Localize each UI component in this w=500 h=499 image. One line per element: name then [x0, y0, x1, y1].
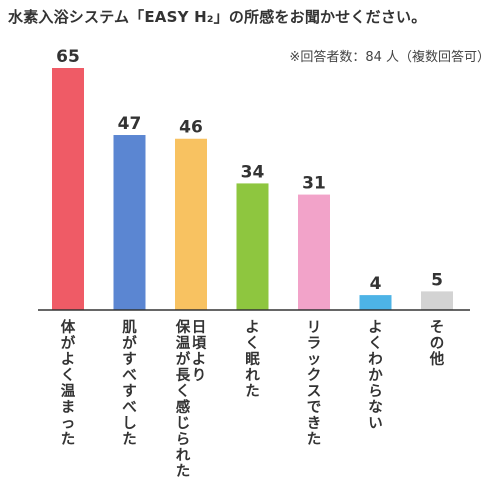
bars-layer — [52, 68, 453, 310]
chart-title: 水素入浴システム「EASY H₂」の所感をお聞かせください。 — [8, 8, 427, 26]
category-label-char: い — [368, 416, 383, 432]
category-label-char: ら — [368, 383, 383, 400]
bar-value-label-5: 31 — [302, 174, 326, 194]
category-label-char: よ — [368, 319, 383, 336]
category-label-char: そ — [430, 320, 445, 336]
category-label-char: ら — [176, 431, 191, 448]
category-label-char: た — [122, 431, 137, 448]
category-label-char: か — [368, 367, 383, 384]
category-label-char: 眠 — [245, 351, 260, 368]
bar-3 — [175, 138, 207, 310]
category-label-char: じ — [176, 415, 191, 432]
chart-subtitle: ※回答者数：84 人（複数回答可） — [289, 50, 490, 65]
category-label-char: よ — [245, 319, 260, 336]
category-label-char: 日 — [192, 319, 207, 336]
category-label-char: れ — [245, 367, 260, 384]
category-label-char: の — [430, 336, 445, 352]
category-label-char: よ — [192, 351, 207, 368]
category-label-char: ま — [61, 399, 76, 416]
category-label-char: 頃 — [192, 335, 207, 352]
category-label-char: 温 — [61, 383, 76, 400]
category-label-char: が — [122, 334, 137, 352]
bar-4 — [236, 183, 269, 310]
category-label-char: た — [245, 383, 260, 400]
category-label-char: す — [122, 351, 137, 368]
category-label-char: 肌 — [122, 319, 137, 336]
category-label-7: その他 — [429, 320, 445, 368]
category-label-char: く — [245, 335, 260, 352]
category-label-char: 長 — [176, 367, 191, 384]
category-label-char: が — [61, 334, 76, 352]
category-label-char: 温 — [176, 335, 191, 352]
category-label-char: ス — [307, 384, 322, 400]
bar-value-label-6: 4 — [370, 274, 382, 294]
category-label-char: 体 — [61, 318, 76, 336]
category-label-char: た — [307, 431, 322, 448]
category-label-char: が — [176, 350, 191, 368]
category-label-char: す — [122, 383, 137, 400]
category-label-char: わ — [368, 351, 383, 368]
bar-value-label-2: 47 — [118, 114, 142, 134]
category-label-char: ク — [307, 367, 322, 384]
bar-value-label-1: 65 — [56, 47, 80, 67]
category-label-char: り — [192, 367, 207, 384]
category-label-char: で — [307, 400, 322, 416]
category-label-char: 感 — [176, 398, 191, 416]
bar-2 — [113, 135, 146, 310]
category-label-char: た — [61, 431, 76, 448]
bar-value-label-4: 34 — [241, 162, 265, 182]
category-labels-layer: 65体がよく温まった47肌がすべすべした46日頃より保温が長く感じられた34よく… — [56, 47, 445, 480]
category-label-char: れ — [176, 447, 191, 464]
category-label-char: っ — [61, 416, 76, 432]
category-label-char: ラ — [307, 336, 322, 352]
category-label-char: た — [176, 463, 191, 480]
category-label-char: く — [176, 383, 191, 400]
category-label-char: べ — [122, 368, 137, 384]
category-label-char: リ — [307, 320, 322, 336]
bar-value-label-7: 5 — [431, 270, 443, 290]
category-label-char: き — [307, 415, 322, 432]
bar-6 — [359, 295, 392, 310]
bar-value-label-3: 46 — [179, 118, 203, 138]
bar-5 — [298, 194, 330, 310]
category-label-char: べ — [122, 400, 137, 416]
category-label-char: な — [368, 399, 383, 416]
category-label-char: ッ — [307, 352, 322, 368]
category-label-char: し — [122, 415, 137, 432]
category-label-char: 保 — [175, 318, 191, 336]
category-label-char: く — [368, 335, 383, 352]
bar-1 — [52, 68, 84, 310]
category-label-char: よ — [61, 351, 76, 368]
category-label-char: 他 — [429, 350, 445, 368]
bar-7 — [421, 291, 453, 310]
category-label-char: く — [61, 367, 76, 384]
